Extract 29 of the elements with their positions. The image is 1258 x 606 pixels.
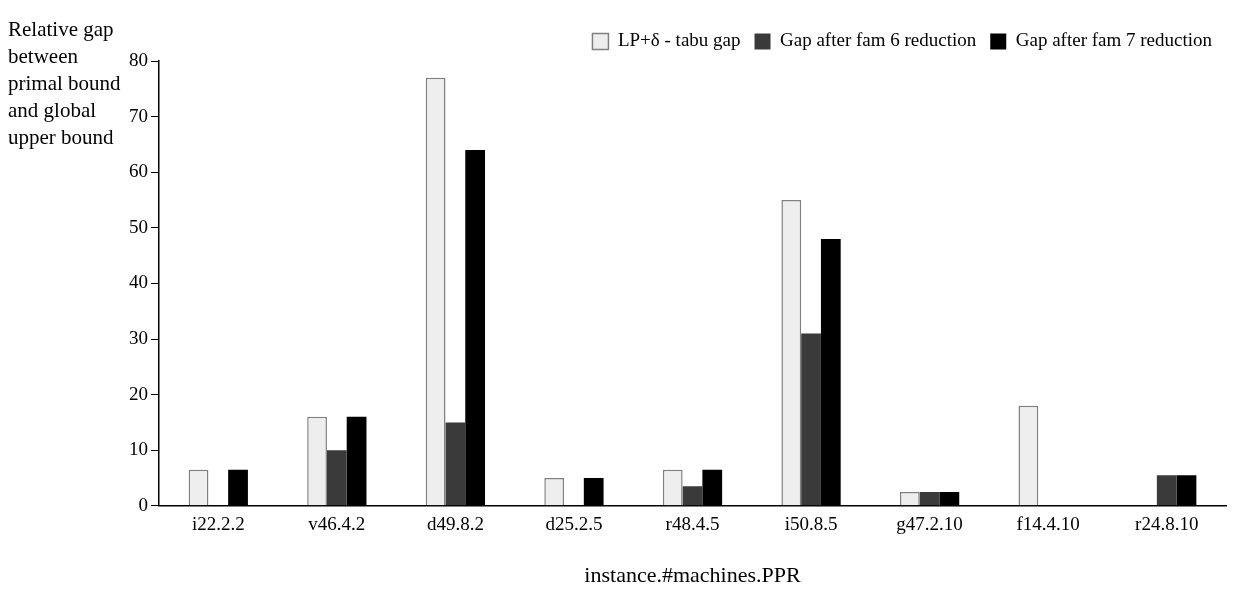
bar — [682, 486, 703, 506]
x-tick-label: g47.2.10 — [896, 513, 963, 535]
legend-label: LP+δ - tabu gap — [617, 29, 741, 51]
legend-label: Gap after fam 7 reduction — [1015, 29, 1213, 51]
x-tick-label: r48.4.5 — [665, 513, 720, 535]
y-tick-label: 70 — [129, 104, 148, 126]
y-tick-label: 60 — [129, 160, 148, 182]
y-tick-label: 30 — [129, 326, 148, 348]
x-tick-label: i50.8.5 — [784, 513, 838, 535]
y-tick-label: 10 — [129, 438, 148, 460]
y-tick-label: 20 — [129, 382, 148, 404]
bar — [919, 491, 940, 506]
y-axis-title: Relative gap between primal bound and global upper bound — [8, 16, 122, 151]
bar — [445, 422, 466, 506]
x-tick-label: r24.8.10 — [1135, 513, 1199, 535]
y-tick-label: 80 — [129, 48, 148, 70]
x-tick-label: i22.2.2 — [191, 513, 245, 535]
bar — [801, 333, 821, 506]
y-tick-label: 40 — [129, 271, 148, 293]
y-tick-label: 0 — [138, 493, 148, 515]
x-tick-label: v46.4.2 — [308, 513, 366, 535]
legend-label: Gap after fam 6 reduction — [780, 29, 977, 51]
bar — [326, 450, 347, 506]
x-tick-label: d25.2.5 — [545, 513, 603, 535]
bar — [1156, 475, 1177, 506]
x-tick-label: f14.4.10 — [1016, 513, 1080, 535]
x-tick-label: d49.8.2 — [426, 513, 484, 535]
x-axis-title: instance.#machines.PPR — [584, 561, 801, 587]
y-tick-label: 50 — [129, 215, 148, 237]
